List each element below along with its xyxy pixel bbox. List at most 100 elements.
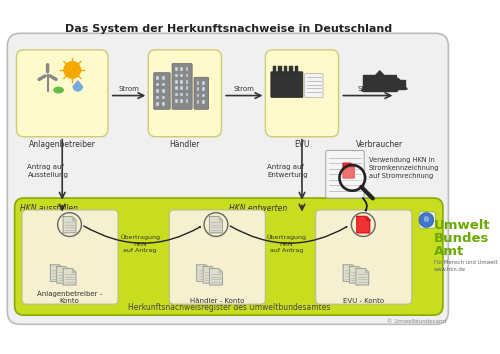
Bar: [202, 100, 205, 104]
Polygon shape: [218, 268, 222, 272]
Polygon shape: [203, 267, 216, 283]
Bar: [186, 67, 188, 71]
Text: HKN ausstellen: HKN ausstellen: [20, 205, 78, 213]
Polygon shape: [350, 163, 354, 167]
Bar: [156, 102, 159, 105]
Bar: [202, 94, 205, 97]
Bar: [196, 87, 200, 91]
Text: Anlagenbetreiber -
Konto: Anlagenbetreiber - Konto: [37, 291, 102, 304]
Bar: [156, 89, 159, 93]
FancyArrowPatch shape: [84, 226, 200, 243]
Polygon shape: [60, 265, 63, 268]
Text: Anlagenbetreiber: Anlagenbetreiber: [29, 141, 96, 149]
Text: Herkunftsnachweisregister des Umweltbundesamtes: Herkunftsnachweisregister des Umweltbund…: [128, 303, 330, 313]
Polygon shape: [63, 216, 76, 233]
Text: Antrag auf
Ausstellung: Antrag auf Ausstellung: [28, 164, 68, 178]
Text: Übertragung
HKN
auf Antrag: Übertragung HKN auf Antrag: [266, 235, 306, 253]
Text: Verwendung HKN in
Stromkennzeichnung
auf Stromrechnung: Verwendung HKN in Stromkennzeichnung auf…: [369, 157, 440, 179]
Polygon shape: [357, 216, 370, 233]
Bar: [284, 66, 288, 74]
Bar: [175, 67, 178, 71]
Bar: [186, 80, 188, 84]
Polygon shape: [218, 216, 222, 220]
Text: Strom: Strom: [358, 86, 378, 92]
Bar: [162, 83, 164, 86]
Polygon shape: [358, 267, 362, 270]
Polygon shape: [210, 268, 222, 285]
Bar: [278, 66, 282, 74]
Polygon shape: [72, 268, 76, 272]
Text: EVU - Konto: EVU - Konto: [342, 298, 384, 304]
Bar: [180, 74, 183, 77]
Polygon shape: [365, 268, 369, 272]
Bar: [175, 80, 178, 84]
Text: Händler - Konto: Händler - Konto: [190, 298, 244, 304]
Circle shape: [419, 213, 434, 227]
Polygon shape: [352, 265, 356, 268]
Polygon shape: [350, 267, 362, 283]
Bar: [196, 94, 200, 97]
Bar: [162, 76, 164, 80]
Bar: [175, 74, 178, 77]
Polygon shape: [50, 265, 63, 281]
FancyBboxPatch shape: [148, 50, 222, 137]
Bar: [180, 80, 183, 84]
FancyBboxPatch shape: [22, 210, 118, 304]
Bar: [272, 66, 276, 74]
Text: Strom: Strom: [234, 86, 255, 92]
Bar: [186, 86, 188, 90]
Bar: [186, 93, 188, 97]
Polygon shape: [362, 71, 398, 91]
FancyBboxPatch shape: [326, 150, 364, 198]
Bar: [294, 66, 298, 74]
Bar: [156, 96, 159, 99]
Bar: [289, 66, 293, 74]
Bar: [162, 102, 164, 105]
Bar: [180, 86, 183, 90]
Polygon shape: [56, 267, 70, 283]
FancyBboxPatch shape: [194, 77, 208, 109]
FancyBboxPatch shape: [266, 50, 338, 137]
Bar: [180, 99, 183, 103]
Polygon shape: [343, 265, 356, 281]
Polygon shape: [210, 216, 222, 233]
Text: © Umweltbundesamt: © Umweltbundesamt: [387, 319, 446, 324]
FancyBboxPatch shape: [8, 33, 448, 324]
Bar: [202, 87, 205, 91]
FancyBboxPatch shape: [16, 50, 108, 137]
Polygon shape: [72, 216, 76, 220]
Text: Umwelt: Umwelt: [434, 219, 490, 232]
Polygon shape: [73, 81, 83, 91]
Polygon shape: [356, 268, 369, 285]
Text: Antrag auf
Entwertung: Antrag auf Entwertung: [267, 164, 308, 178]
Text: EVU: EVU: [294, 141, 310, 149]
Bar: [186, 74, 188, 77]
Polygon shape: [366, 216, 370, 220]
Polygon shape: [66, 267, 70, 270]
Bar: [156, 76, 159, 80]
Text: Amt: Amt: [434, 245, 464, 258]
Bar: [162, 96, 164, 99]
Text: Händler: Händler: [170, 141, 200, 149]
Polygon shape: [343, 163, 354, 178]
FancyBboxPatch shape: [170, 210, 266, 304]
Text: Strom: Strom: [118, 86, 140, 92]
FancyArrowPatch shape: [230, 226, 346, 243]
Circle shape: [340, 165, 365, 191]
Text: Das System der Herkunftsnachweise in Deutschland: Das System der Herkunftsnachweise in Deu…: [65, 24, 392, 34]
Polygon shape: [212, 267, 216, 270]
FancyBboxPatch shape: [271, 72, 303, 97]
FancyBboxPatch shape: [172, 63, 192, 109]
Polygon shape: [206, 265, 210, 268]
Text: Übertragung
HKN
auf Antrag: Übertragung HKN auf Antrag: [120, 235, 160, 253]
Polygon shape: [390, 80, 406, 89]
Text: Bundes: Bundes: [434, 232, 489, 245]
FancyArrowPatch shape: [362, 198, 367, 211]
Bar: [202, 81, 205, 85]
Text: HKN entwerten: HKN entwerten: [229, 205, 287, 213]
Text: Verbraucher: Verbraucher: [356, 141, 404, 149]
Text: www.hkn.de: www.hkn.de: [434, 267, 466, 272]
FancyBboxPatch shape: [304, 74, 323, 97]
Polygon shape: [196, 265, 209, 281]
FancyBboxPatch shape: [419, 212, 436, 228]
